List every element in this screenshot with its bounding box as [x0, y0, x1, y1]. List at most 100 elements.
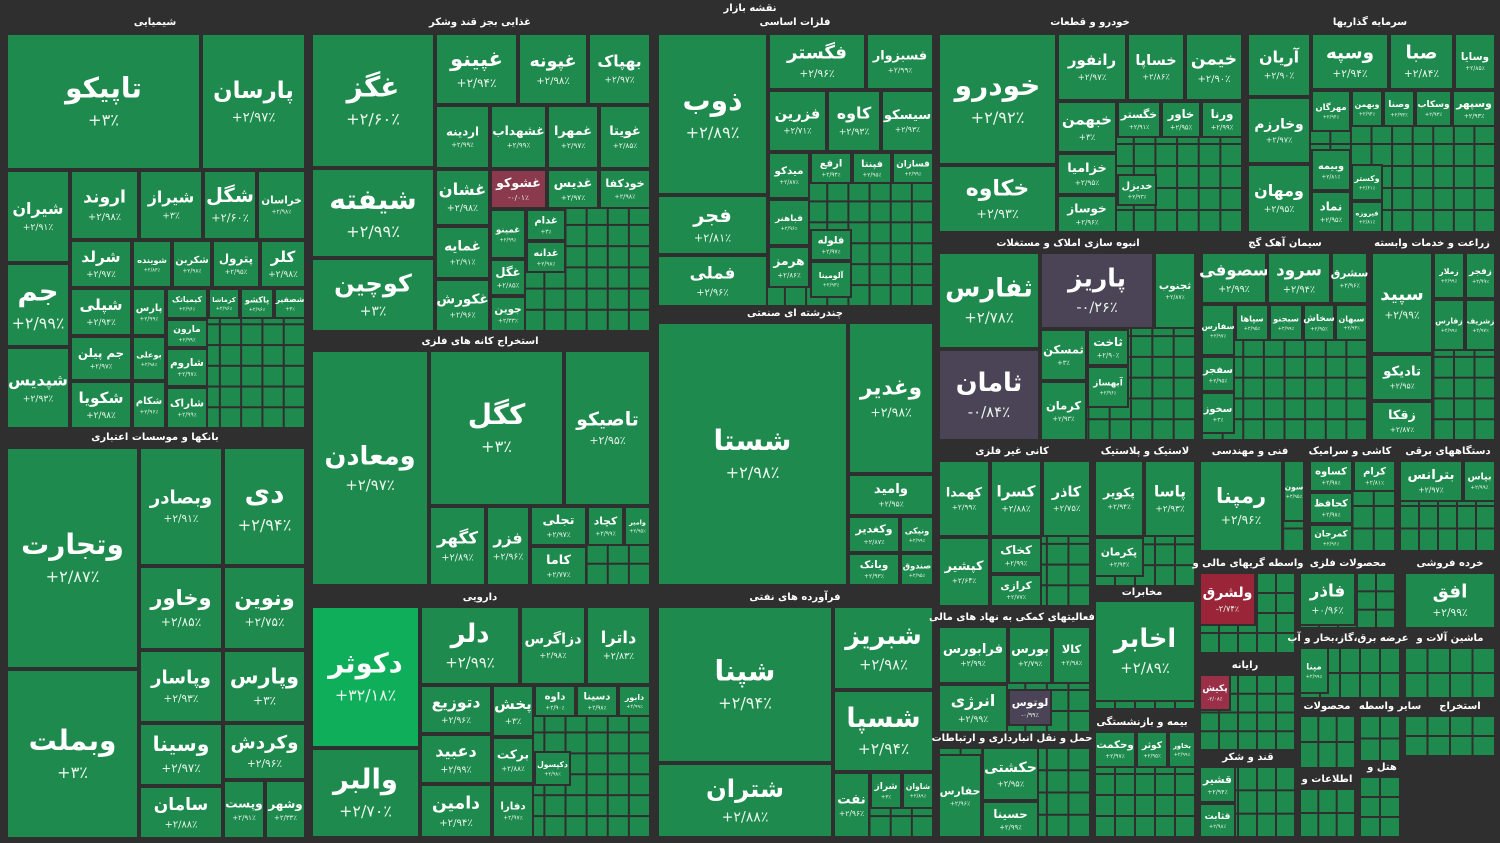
stock-tile[interactable] — [486, 506, 530, 586]
stock-tile[interactable] — [1311, 191, 1351, 233]
stock-tile[interactable] — [212, 240, 260, 288]
stock-tile[interactable] — [1389, 33, 1454, 90]
stock-tile[interactable] — [1351, 164, 1383, 201]
stock-tile[interactable] — [132, 240, 172, 288]
stock-tile[interactable] — [70, 336, 132, 381]
stock-tile[interactable] — [576, 685, 618, 717]
stock-tile[interactable] — [435, 279, 490, 332]
stock-tile[interactable] — [139, 447, 223, 566]
stock-tile[interactable] — [166, 348, 208, 387]
stock-tile[interactable] — [223, 723, 306, 780]
stock-tile[interactable] — [223, 780, 265, 839]
stock-tile[interactable] — [6, 347, 70, 429]
stock-tile[interactable] — [311, 33, 435, 168]
stock-tile[interactable] — [892, 152, 934, 184]
stock-tile[interactable] — [139, 723, 223, 786]
stock-tile[interactable] — [139, 650, 223, 723]
stock-tile[interactable] — [1311, 149, 1351, 191]
stock-tile[interactable] — [530, 546, 587, 586]
stock-tile[interactable] — [624, 506, 651, 546]
stock-tile[interactable] — [1247, 33, 1311, 97]
stock-tile[interactable] — [902, 772, 934, 809]
stock-tile[interactable] — [1117, 101, 1161, 138]
stock-tile[interactable] — [768, 90, 827, 152]
stock-tile[interactable] — [223, 566, 306, 650]
stock-tile[interactable] — [492, 784, 534, 838]
stock-tile[interactable] — [201, 33, 306, 170]
stock-tile[interactable] — [260, 240, 306, 288]
stock-tile[interactable] — [1452, 90, 1496, 127]
stock-tile[interactable] — [166, 387, 208, 429]
stock-tile[interactable] — [166, 288, 208, 319]
stock-tile[interactable] — [492, 685, 534, 737]
stock-tile[interactable] — [518, 33, 588, 105]
stock-tile[interactable] — [1351, 201, 1383, 233]
stock-tile[interactable] — [1161, 101, 1201, 138]
stock-tile[interactable] — [70, 381, 132, 429]
stock-tile[interactable] — [203, 170, 257, 240]
stock-tile[interactable] — [257, 170, 306, 240]
stock-tile[interactable] — [657, 255, 768, 307]
stock-tile[interactable] — [223, 447, 306, 566]
stock-tile[interactable] — [547, 105, 599, 169]
stock-tile[interactable] — [657, 322, 848, 586]
stock-tile[interactable] — [618, 685, 651, 717]
stock-tile[interactable] — [881, 90, 934, 152]
stock-tile[interactable] — [132, 336, 166, 381]
stock-tile[interactable] — [520, 606, 586, 685]
stock-tile[interactable] — [420, 784, 492, 838]
stock-tile[interactable] — [526, 241, 566, 273]
stock-tile[interactable] — [810, 229, 852, 261]
stock-tile[interactable] — [848, 474, 934, 516]
stock-tile[interactable] — [311, 606, 420, 748]
stock-tile[interactable] — [1057, 33, 1127, 101]
stock-tile[interactable] — [139, 170, 203, 240]
stock-tile[interactable] — [139, 786, 223, 839]
stock-tile[interactable] — [1117, 174, 1157, 206]
stock-tile[interactable] — [848, 322, 934, 474]
stock-tile[interactable] — [547, 169, 599, 209]
stock-tile[interactable] — [139, 566, 223, 650]
stock-tile[interactable] — [938, 165, 1057, 233]
stock-tile[interactable] — [866, 33, 934, 90]
stock-tile[interactable] — [1311, 33, 1389, 90]
stock-tile[interactable] — [1247, 164, 1311, 233]
stock-tile[interactable] — [6, 263, 70, 347]
stock-tile[interactable] — [490, 296, 526, 332]
stock-tile[interactable] — [900, 516, 934, 553]
stock-tile[interactable] — [768, 152, 810, 199]
stock-tile[interactable] — [311, 748, 420, 838]
stock-tile[interactable] — [274, 288, 306, 319]
stock-tile[interactable] — [900, 553, 934, 586]
stock-tile[interactable] — [1247, 97, 1311, 164]
stock-tile[interactable] — [1383, 90, 1415, 127]
stock-tile[interactable] — [827, 90, 881, 152]
stock-tile[interactable] — [435, 105, 490, 169]
stock-tile[interactable] — [564, 350, 651, 506]
stock-tile[interactable] — [70, 288, 132, 336]
stock-tile[interactable] — [420, 734, 492, 784]
stock-tile[interactable] — [526, 209, 566, 241]
stock-tile[interactable] — [1351, 90, 1383, 127]
stock-tile[interactable] — [172, 240, 212, 288]
stock-tile[interactable] — [208, 288, 240, 319]
stock-tile[interactable] — [810, 261, 852, 298]
stock-tile[interactable] — [586, 606, 651, 685]
stock-tile[interactable] — [6, 170, 70, 263]
stock-tile[interactable] — [132, 288, 166, 336]
stock-tile[interactable] — [588, 33, 651, 105]
stock-tile[interactable] — [1127, 33, 1185, 101]
stock-tile[interactable] — [435, 169, 490, 226]
stock-tile[interactable] — [810, 152, 852, 184]
stock-tile[interactable] — [768, 33, 866, 90]
stock-tile[interactable] — [70, 240, 132, 288]
stock-tile[interactable] — [852, 152, 892, 184]
stock-tile[interactable] — [265, 780, 306, 839]
stock-tile[interactable] — [490, 209, 526, 259]
stock-tile[interactable] — [490, 169, 547, 209]
stock-tile[interactable] — [311, 350, 429, 586]
stock-tile[interactable] — [1057, 101, 1117, 153]
stock-tile[interactable] — [240, 288, 274, 319]
stock-tile[interactable] — [490, 105, 547, 169]
stock-tile[interactable] — [833, 606, 934, 690]
